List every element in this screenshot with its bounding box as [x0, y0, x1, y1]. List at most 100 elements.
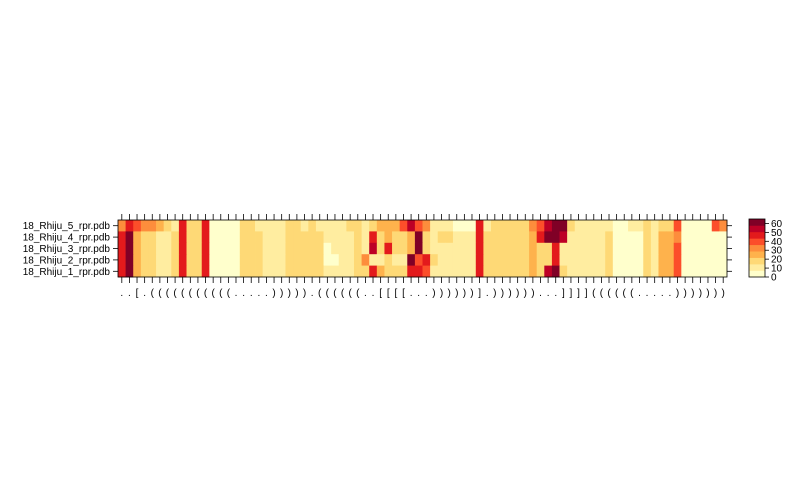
heatmap-cell — [452, 231, 461, 244]
heatmap-cell — [414, 254, 423, 266]
heatmap-cell — [361, 231, 370, 244]
heatmap-cell — [704, 254, 713, 266]
heatmap-cell — [468, 231, 477, 244]
heatmap-cell — [430, 220, 439, 232]
heatmap-cell — [635, 242, 644, 255]
heatmap-cell — [186, 220, 195, 232]
heatmap-cell — [247, 242, 256, 255]
heatmap-cell — [544, 220, 553, 232]
heatmap-cell — [536, 242, 545, 255]
colorbar-swatch — [749, 231, 765, 239]
heatmap-cell — [506, 242, 515, 255]
x-tick-label: ) — [455, 288, 458, 299]
x-tick-label: . — [646, 288, 649, 299]
heatmap-cell — [163, 265, 172, 278]
heatmap-cell — [285, 242, 294, 255]
heatmap-cell — [148, 242, 157, 255]
heatmap-cell — [171, 254, 180, 266]
x-tick-label: . — [410, 288, 413, 299]
heatmap-cell — [308, 242, 317, 255]
heatmap-cell — [445, 220, 454, 232]
x-tick-label: . — [143, 288, 146, 299]
x-tick-label: ) — [508, 288, 511, 299]
heatmap-cell — [376, 242, 385, 255]
heatmap-cell — [247, 265, 256, 278]
heatmap-cell — [293, 242, 302, 255]
heatmap-cell — [681, 242, 690, 255]
x-tick-label: . — [372, 288, 375, 299]
heatmap-cell — [239, 231, 248, 244]
heatmap-cell — [422, 242, 431, 255]
heatmap-cell — [209, 242, 218, 255]
heatmap-cell — [232, 265, 241, 278]
heatmap-cell — [498, 242, 507, 255]
heatmap-cell — [559, 220, 568, 232]
heatmap-cell — [620, 242, 629, 255]
heatmap-cell — [673, 231, 682, 244]
x-tick-label: ) — [447, 288, 450, 299]
heatmap-cell — [513, 254, 522, 266]
heatmap-cell — [194, 231, 203, 244]
bottom-tick-marks — [121, 277, 724, 283]
heatmap-cell — [140, 242, 149, 255]
heatmap-cell — [407, 254, 416, 266]
x-tick-label: ( — [211, 288, 215, 299]
heatmap-cell — [125, 254, 134, 266]
heatmap-cell — [574, 265, 583, 278]
heatmap-cell — [681, 265, 690, 278]
heatmap-cell — [513, 220, 522, 232]
heatmap-cell — [194, 220, 203, 232]
heatmap-cell — [300, 254, 309, 266]
heatmap-cell — [574, 254, 583, 266]
heatmap-cell — [460, 265, 469, 278]
heatmap-cell — [201, 231, 210, 244]
heatmap-cell — [628, 231, 637, 244]
heatmap-cell — [369, 242, 378, 255]
heatmap-cell — [612, 242, 621, 255]
heatmap-cell — [300, 265, 309, 278]
heatmap-cell — [430, 231, 439, 244]
heatmap-cell — [437, 254, 446, 266]
heatmap-cell — [216, 220, 225, 232]
heatmap-cell — [384, 220, 393, 232]
heatmap-cell — [460, 242, 469, 255]
colorbar-swatch — [749, 257, 765, 265]
heatmap-cell — [308, 231, 317, 244]
heatmap-cell — [201, 265, 210, 278]
heatmap-cell — [498, 254, 507, 266]
x-tick-label: ) — [288, 288, 291, 299]
heatmap-cell — [704, 231, 713, 244]
heatmap-cell — [186, 265, 195, 278]
heatmap-cell — [506, 231, 515, 244]
x-tick-label: . — [120, 288, 123, 299]
heatmap-cell — [285, 231, 294, 244]
heatmap-cell — [232, 242, 241, 255]
heatmap-cell — [551, 220, 560, 232]
heatmap-cells — [118, 220, 728, 278]
heatmap-cell — [201, 242, 210, 255]
x-tick-label: . — [425, 288, 428, 299]
heatmap-cell — [589, 231, 598, 244]
heatmap-cell — [445, 254, 454, 266]
x-tick-label: ) — [691, 288, 694, 299]
x-tick-label: ) — [683, 288, 686, 299]
heatmap-cell — [544, 265, 553, 278]
heatmap-cell — [719, 265, 728, 278]
heatmap-cell — [650, 231, 659, 244]
heatmap-cell — [293, 254, 302, 266]
heatmap-cell — [346, 231, 355, 244]
heatmap-cell — [498, 265, 507, 278]
heatmap-cell — [452, 254, 461, 266]
heatmap-cell — [475, 265, 484, 278]
heatmap-cell — [551, 242, 560, 255]
x-tick-label: ) — [524, 288, 527, 299]
heatmap-cell — [521, 220, 530, 232]
heatmap-cell — [529, 265, 538, 278]
heatmap-cell — [255, 265, 264, 278]
heatmap-cell — [551, 254, 560, 266]
x-tick-label: ( — [600, 288, 604, 299]
x-tick-label: ( — [592, 288, 596, 299]
x-tick-label: ] — [562, 288, 565, 299]
row-label: 18_Rhiju_2_rpr.pdb — [23, 255, 111, 266]
heatmap-cell — [521, 265, 530, 278]
